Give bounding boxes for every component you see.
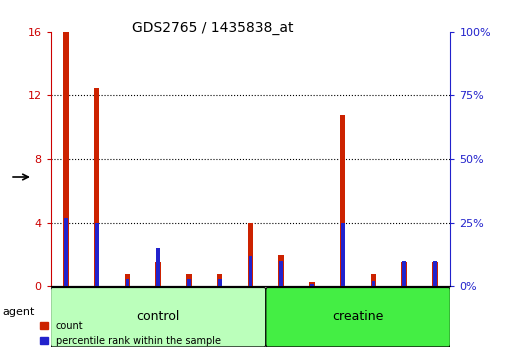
Bar — [124, 274, 130, 286]
Bar — [279, 261, 282, 286]
Text: GSM115531: GSM115531 — [430, 289, 439, 344]
Bar — [432, 261, 436, 286]
Text: GSM115528: GSM115528 — [337, 289, 346, 344]
Bar — [401, 261, 405, 286]
Text: GSM115534: GSM115534 — [123, 289, 132, 344]
Bar — [156, 248, 160, 286]
Text: GSM115533: GSM115533 — [92, 289, 101, 344]
Bar — [340, 223, 344, 286]
Bar — [125, 279, 129, 286]
Text: creatine: creatine — [332, 310, 383, 323]
Text: GSM115538: GSM115538 — [245, 289, 255, 344]
Text: GSM115529: GSM115529 — [368, 289, 377, 344]
Bar — [371, 281, 375, 286]
Bar — [186, 274, 191, 286]
Text: GSM115532: GSM115532 — [61, 289, 70, 344]
Text: GSM115535: GSM115535 — [154, 289, 163, 344]
Bar — [370, 274, 376, 286]
Bar — [217, 274, 222, 286]
Bar — [431, 262, 437, 286]
FancyBboxPatch shape — [265, 287, 449, 347]
Text: GSM115526: GSM115526 — [276, 289, 285, 344]
Bar — [155, 262, 161, 286]
FancyBboxPatch shape — [50, 287, 265, 347]
Bar — [278, 255, 283, 286]
Bar — [309, 281, 314, 286]
Bar — [248, 256, 252, 286]
Text: GSM115536: GSM115536 — [184, 289, 193, 344]
Bar — [94, 87, 99, 286]
Bar — [187, 279, 190, 286]
Bar — [218, 279, 221, 286]
Bar — [400, 262, 406, 286]
Legend: count, percentile rank within the sample: count, percentile rank within the sample — [40, 321, 220, 346]
Bar — [310, 284, 313, 286]
Text: GDS2765 / 1435838_at: GDS2765 / 1435838_at — [131, 21, 293, 35]
Bar — [95, 223, 98, 286]
Bar — [339, 115, 345, 286]
Bar — [64, 218, 68, 286]
Text: GSM115530: GSM115530 — [399, 289, 408, 344]
Text: agent: agent — [3, 307, 35, 316]
Bar — [247, 223, 252, 286]
Text: control: control — [136, 310, 180, 323]
Text: GSM115537: GSM115537 — [215, 289, 224, 344]
Text: GSM115527: GSM115527 — [307, 289, 316, 344]
Bar — [63, 32, 69, 286]
